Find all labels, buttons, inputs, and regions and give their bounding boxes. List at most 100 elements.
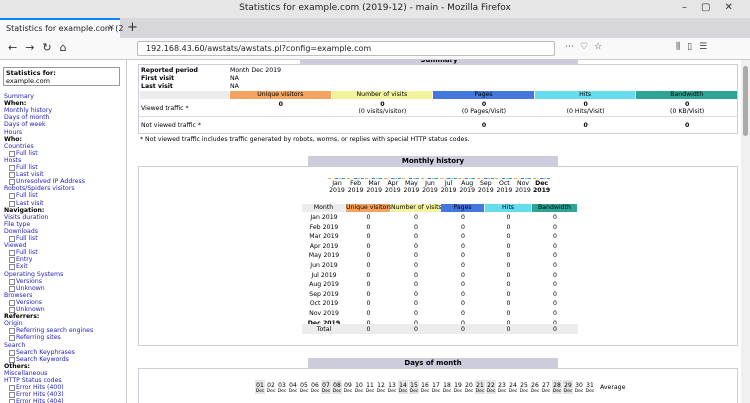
cell-value: 0 <box>461 262 465 269</box>
nav-link[interactable]: Monthly history <box>4 107 53 115</box>
day-month: Dec <box>442 389 452 394</box>
page-actions[interactable]: ⋯♡☆ <box>565 42 609 52</box>
chart-year: 2019 <box>384 187 401 194</box>
url-bar[interactable] <box>137 41 555 56</box>
cell-value: 0 <box>685 122 690 129</box>
cell-value: 0 <box>366 326 371 333</box>
sub-link[interactable]: Referring sites <box>16 334 61 342</box>
history-bar <box>495 178 499 179</box>
month-label: May 2019 <box>308 252 340 260</box>
sub-link[interactable]: Entry <box>16 256 33 264</box>
day-label: 18 <box>443 382 451 389</box>
sub-link[interactable]: Unknown <box>16 284 45 292</box>
day-month: Dec <box>530 389 540 394</box>
chart-year: 2019 <box>515 187 531 194</box>
day-label: 30 <box>575 382 583 389</box>
sub-link[interactable]: Error Hits (400) <box>16 384 64 392</box>
nav-link[interactable]: Visits duration <box>4 213 49 221</box>
chart-year: 2019 <box>403 187 420 194</box>
sub-link[interactable]: Full list <box>16 235 38 242</box>
sub-link[interactable]: Error Hits (404) <box>16 398 64 403</box>
history-bar <box>405 178 409 179</box>
day-label: 11 <box>366 382 374 389</box>
cell-value: 0 <box>553 242 557 250</box>
history-bar <box>435 178 438 179</box>
month-label: Apr 2019 <box>309 242 339 250</box>
sub-link[interactable]: Search Keyphrases <box>16 348 75 356</box>
nav-link[interactable]: Downloads <box>4 227 38 235</box>
sub-link[interactable]: Versions <box>16 298 42 306</box>
scrollbar[interactable] <box>741 60 750 403</box>
footnote: * Not viewed traffic includes traffic ge… <box>140 136 470 143</box>
history-bar <box>524 178 528 179</box>
sub-link[interactable]: Exit <box>16 263 28 271</box>
history-bar <box>521 178 524 179</box>
sub-link[interactable]: Unresolved IP Address <box>16 178 85 186</box>
sub-link[interactable]: Full list <box>16 192 38 200</box>
nav-link[interactable]: Search <box>4 341 26 349</box>
cell-value: 0 <box>414 223 418 231</box>
sub-link[interactable]: Search Keywords <box>16 355 69 363</box>
nav-link[interactable]: Miscellaneous <box>4 369 48 377</box>
history-bar <box>480 178 484 179</box>
nav-link[interactable]: Robots/Spiders visitors <box>4 185 75 193</box>
sub-icon <box>9 328 15 335</box>
nav-link[interactable]: File type <box>4 220 31 228</box>
day-label: 19 <box>454 382 462 389</box>
sub-icon <box>9 392 15 399</box>
day-month: Dec <box>486 389 496 394</box>
sub-link[interactable]: Full list <box>16 149 38 157</box>
history-bar <box>536 178 540 179</box>
sub-icon <box>9 193 15 200</box>
section-heading: Who: <box>4 135 22 143</box>
sub-link[interactable]: Versions <box>16 277 42 285</box>
nav-link[interactable]: Viewed <box>4 242 27 250</box>
sub-link[interactable]: Full list <box>16 164 38 171</box>
tab-close[interactable]: ✕ <box>108 23 115 32</box>
url-text[interactable]: 192.168.43.60/awstats/awstats.pl?config=… <box>146 44 372 53</box>
day-month: Dec <box>365 389 375 394</box>
nav-link[interactable]: Operating Systems <box>4 270 64 278</box>
tab-title[interactable]: Statistics for example.com (2 <box>6 24 124 33</box>
chart-year: 2019 <box>422 187 438 194</box>
nav-link[interactable]: Days of month <box>4 114 50 122</box>
sub-link[interactable]: Error Hits (403) <box>16 391 64 399</box>
section-heading: Others: <box>4 362 31 370</box>
sub-link[interactable]: Last visit <box>16 171 44 179</box>
sub-link[interactable]: Last visit <box>16 199 44 207</box>
sub-icon <box>9 150 15 157</box>
sub-link[interactable]: Unknown <box>16 306 45 313</box>
average-label: Average <box>600 384 626 391</box>
history-bar <box>458 178 462 179</box>
day-label: 20 <box>465 382 473 389</box>
chart-month: Mar <box>368 180 381 187</box>
nav-link[interactable]: Hosts <box>4 156 22 164</box>
cell-value: 0 <box>278 101 283 108</box>
nav-link[interactable]: Days of week <box>4 121 46 129</box>
nav-link[interactable]: Summary <box>4 93 34 100</box>
nav-link[interactable]: HTTP Status codes <box>4 377 62 384</box>
history-bar <box>446 178 450 179</box>
tab[interactable] <box>0 18 120 38</box>
day-label: 26 <box>531 382 539 389</box>
day-month: Dec <box>508 389 518 394</box>
history-bar <box>421 178 424 179</box>
nav-link[interactable]: Browsers <box>4 291 33 299</box>
window-controls[interactable]: –▢✕ <box>682 2 747 13</box>
month-label: Dec 2019 <box>302 320 346 327</box>
nav-link[interactable]: Countries <box>4 142 34 150</box>
toolbar-icons[interactable]: ⫼▯☰ <box>676 42 715 52</box>
nav-link[interactable]: Hours <box>4 128 23 136</box>
sub-link[interactable]: Full list <box>16 249 38 257</box>
cell-value: 0 <box>461 223 465 231</box>
cell-value: 0 <box>461 233 465 241</box>
new-tab[interactable]: + <box>127 20 138 35</box>
chart-month: Sep <box>479 180 492 187</box>
nav-buttons[interactable]: ←→↻⌂ <box>8 41 75 54</box>
nav-link[interactable]: Origin <box>4 320 23 328</box>
sub-link[interactable]: Referring search engines <box>16 327 94 335</box>
cell-value: 0 <box>506 271 511 279</box>
cell-value: 0 <box>553 233 557 241</box>
day-label: 17 <box>432 382 440 389</box>
chart-month: May <box>404 180 418 187</box>
